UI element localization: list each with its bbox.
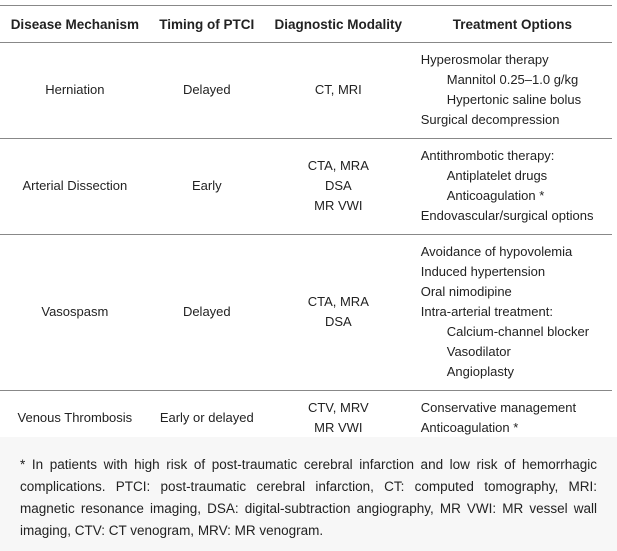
column-header: Diagnostic Modality — [263, 5, 413, 43]
treatment-subitem: Hypertonic saline bolus — [446, 92, 582, 107]
treatment-item: Oral nimodipine — [420, 284, 512, 299]
modality-line: CTV, MRV — [307, 400, 369, 415]
header-row: Disease Mechanism Timing of PTCI Diagnosti… — [0, 5, 612, 43]
modality-line: DSA — [324, 314, 352, 329]
table-row: Herniation Delayed CT, MRI Hyperosmolar the… — [0, 42, 612, 139]
table: Disease Mechanism Timing of PTCI Diagnosti… — [0, 5, 612, 447]
treatment-subitem: Anticoagulation * — [446, 188, 545, 203]
treatment-item: Antithrombotic therapy: — [420, 148, 555, 163]
treatment-item: Induced hypertension — [420, 264, 546, 279]
timing-cell: Delayed — [149, 42, 264, 139]
treatment-cell: Avoidance of hypovolemia Induced hyperten… — [412, 234, 612, 391]
treatment-item: Conservative management — [420, 400, 577, 415]
column-header: Disease Mechanism — [0, 5, 150, 43]
footnote: * In patients with high risk of post-tra… — [0, 437, 617, 551]
modality-line: CT, MRI — [314, 82, 362, 97]
treatment-cell: Antithrombotic therapy: Antiplatelet drug… — [412, 138, 612, 235]
column-header: Timing of PTCI — [149, 5, 264, 43]
timing-cell: Delayed — [149, 234, 264, 391]
timing-cell: Early — [149, 138, 264, 235]
treatment-item: Endovascular/surgical options — [420, 208, 594, 223]
treatment-cell: Hyperosmolar therapy Mannitol 0.25–1.0 g/… — [412, 42, 612, 139]
treatment-item: Intra-arterial treatment: — [420, 304, 553, 319]
modality-cell: CT, MRI — [263, 42, 413, 139]
table-body: Herniation Delayed CT, MRI Hyperosmolar the… — [0, 42, 612, 447]
modality-cell: CTA, MRA DSA MR VWI — [263, 138, 413, 235]
treatment-item: Anticoagulation * — [420, 420, 519, 435]
treatment-subitem: Calcium-channel blocker — [446, 324, 590, 339]
column-header: Treatment Options — [412, 5, 612, 43]
page: Disease Mechanism Timing of PTCI Diagnosti… — [0, 5, 617, 551]
modality-line: DSA — [324, 178, 352, 193]
modality-cell: CTA, MRA DSA — [263, 234, 413, 391]
mechanism-cell: Herniation — [0, 42, 150, 139]
treatment-subitem: Antiplatelet drugs — [446, 168, 548, 183]
treatment-item: Surgical decompression — [420, 112, 560, 127]
table-row: Vasospasm Delayed CTA, MRA DSA Avoidance of … — [0, 234, 612, 391]
treatment-subitem: Mannitol 0.25–1.0 g/kg — [446, 72, 579, 87]
treatment-subitem: Angioplasty — [446, 364, 514, 379]
modality-line: MR VWI — [314, 420, 363, 435]
modality-line: CTA, MRA — [307, 294, 369, 309]
treatment-item: Avoidance of hypovolemia — [420, 244, 573, 259]
mechanism-cell: Arterial Dissection — [0, 138, 150, 235]
mechanism-cell: Vasospasm — [0, 234, 150, 391]
table-row: Arterial Dissection Early CTA, MRA DSA MR VW… — [0, 138, 612, 235]
treatment-subitem: Vasodilator — [446, 344, 511, 359]
modality-line: CTA, MRA — [307, 158, 369, 173]
treatment-item: Hyperosmolar therapy — [420, 52, 549, 67]
modality-line: MR VWI — [314, 198, 363, 213]
